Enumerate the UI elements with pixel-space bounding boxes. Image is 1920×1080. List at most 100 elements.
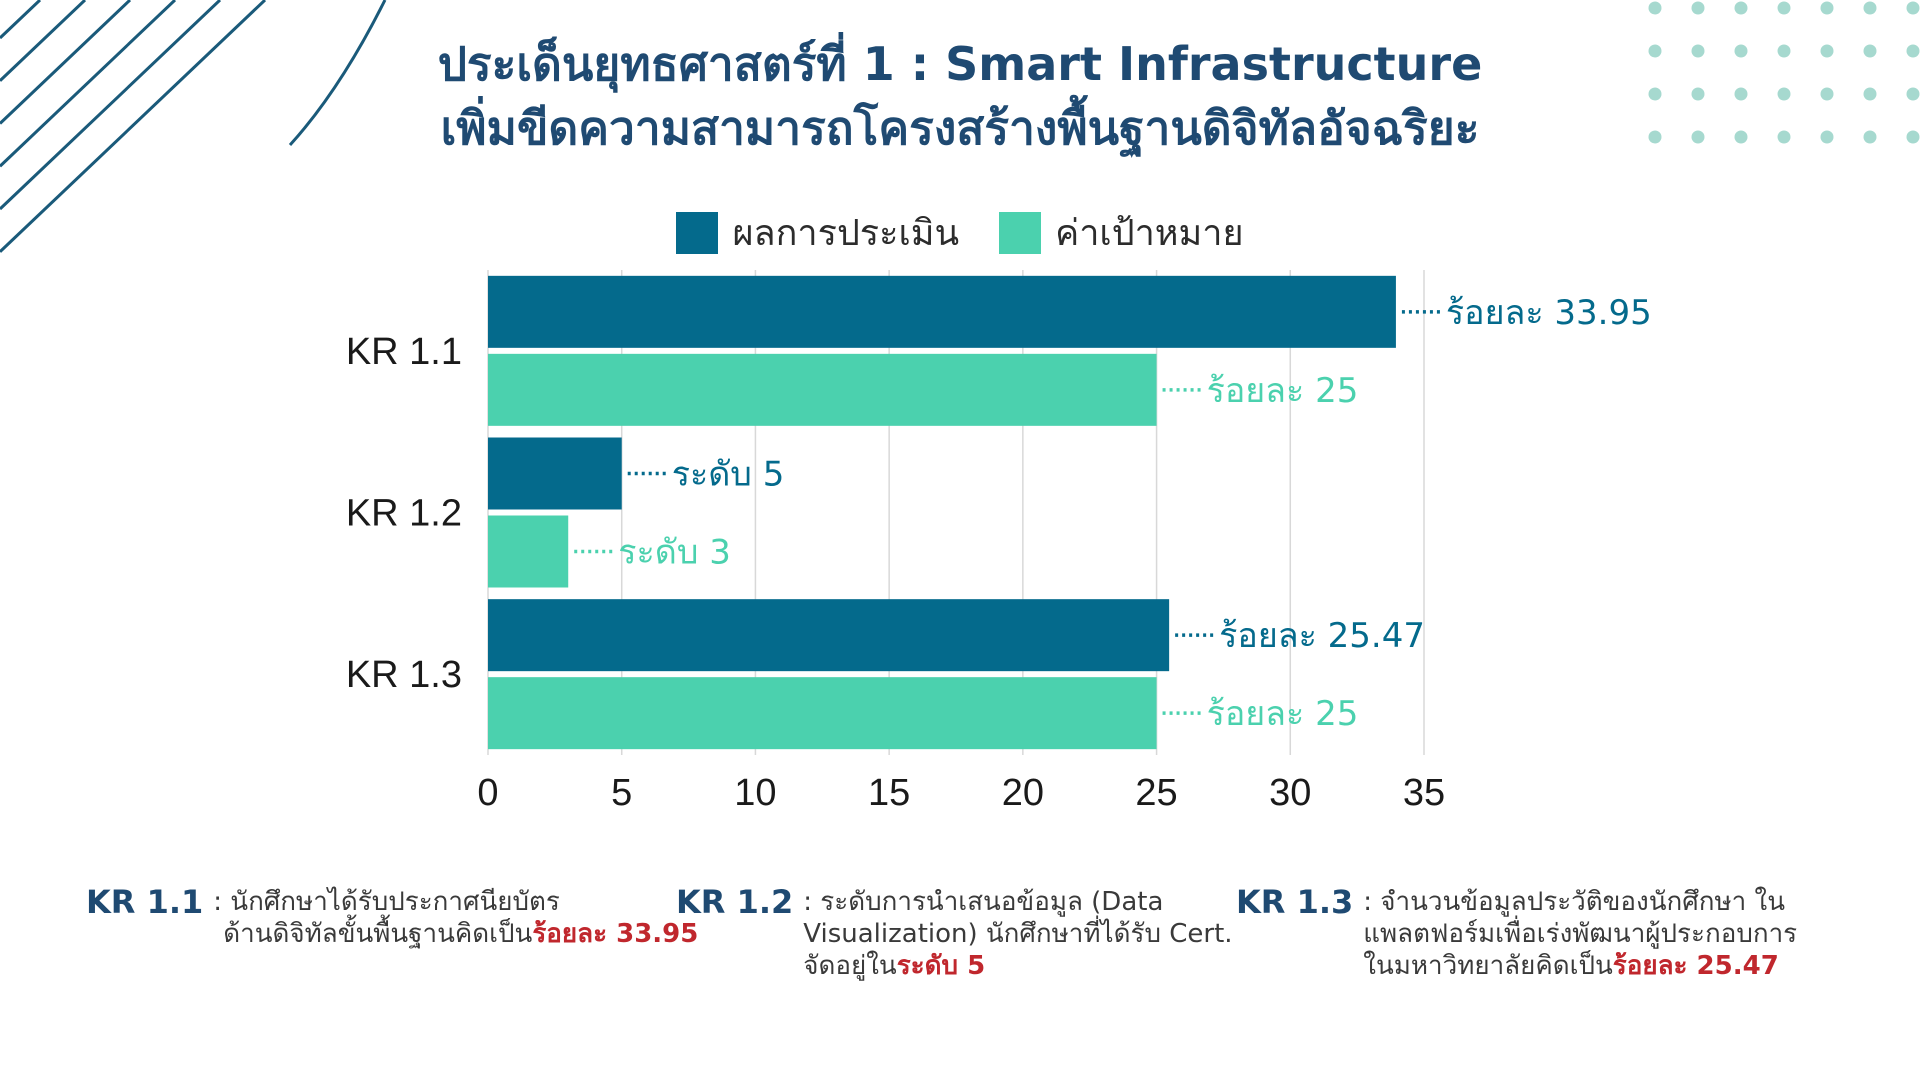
decorative-arc — [288, 0, 387, 147]
footnote-line: : จำนวนข้อมูลประวัติของนักศึกษา ใน — [1363, 887, 1785, 917]
footnote-line: จัดอยู่ในระดับ 5 — [803, 950, 1232, 982]
footnote-kr-label: KR 1.3 — [1236, 883, 1354, 921]
decorative-dot — [1648, 87, 1662, 101]
legend-item-target: ค่าเป้าหมาย — [999, 204, 1244, 261]
legend-swatch-target — [999, 211, 1042, 254]
decorative-dot — [1777, 1, 1791, 15]
legend-swatch-result — [676, 211, 719, 254]
footnote-kr-1-1: KR 1.1 : นักศึกษาได้รับประกาศนียบัตร ด้า… — [86, 880, 698, 950]
footnote-line: Visualization) นักศึกษาที่ได้รับ Cert. — [803, 919, 1233, 949]
decorative-dot — [1734, 44, 1748, 58]
decorative-stripe — [0, 0, 267, 253]
legend-item-result: ผลการประเมิน — [676, 204, 959, 261]
footnote-kr-1-3: KR 1.3 : จำนวนข้อมูลประวัติของนักศึกษา ใ… — [1236, 880, 1797, 982]
decorative-dot — [1648, 1, 1662, 15]
decorative-dot — [1906, 1, 1920, 15]
x-tick-labels: 0 5 10 15 20 25 30 35 — [477, 772, 1445, 814]
x-tick-label: 35 — [1403, 772, 1445, 814]
category-label: KR 1.1 — [346, 331, 462, 373]
footnote-line: ในมหาวิทยาลัยคิดเป็นร้อยละ 25.47 — [1363, 950, 1797, 982]
decorative-stripes — [0, 0, 267, 253]
decorative-dot — [1863, 1, 1877, 15]
x-tick-label: 25 — [1135, 772, 1177, 814]
data-label: ระดับ 3 — [618, 533, 731, 573]
decorative-dot — [1820, 87, 1834, 101]
decorative-dot — [1906, 87, 1920, 101]
bars — [488, 275, 1396, 750]
decorative-dot — [1648, 44, 1662, 58]
decorative-dot — [1863, 130, 1877, 144]
decorative-dot — [1863, 44, 1877, 58]
decorative-dot — [1906, 44, 1920, 58]
decorative-dot — [1820, 44, 1834, 58]
footnote-kr-label: KR 1.2 — [676, 883, 794, 921]
decorative-stripe — [0, 0, 177, 168]
footnote-text: : ระดับการนำเสนอข้อมูล (Data Visualizati… — [803, 880, 1232, 982]
data-labels: ร้อยละ 33.95 ร้อยละ 25 ระดับ 5 ระดับ 3 ร้อยล… — [574, 293, 1652, 734]
bar — [488, 275, 1396, 348]
decorative-dot — [1820, 130, 1834, 144]
bar — [488, 437, 622, 510]
decorative-dot — [1691, 44, 1705, 58]
legend-label-target: ค่าเป้าหมาย — [1055, 213, 1244, 254]
decorative-dot — [1648, 130, 1662, 144]
footnote-line: : ระดับการนำเสนอข้อมูล (Data — [803, 887, 1164, 917]
decorative-dot — [1777, 87, 1791, 101]
legend: ผลการประเมิน ค่าเป้าหมาย — [0, 204, 1920, 261]
data-label: ร้อยละ 33.95 — [1446, 293, 1652, 333]
x-tick-label: 20 — [1002, 772, 1044, 814]
footnote-text-segment: ในมหาวิทยาลัยคิดเป็น — [1363, 951, 1613, 981]
category-label: KR 1.3 — [346, 654, 462, 696]
footnote-text-segment: จัดอยู่ใน — [803, 951, 897, 981]
footnote-text-segment: ด้านดิจิทัลขั้นพื้นฐานคิดเป็น — [223, 919, 533, 949]
data-label: ร้อยละ 25 — [1207, 371, 1359, 411]
decorative-dot — [1777, 130, 1791, 144]
decorative-stripe — [0, 0, 87, 82]
decorative-dot — [1777, 44, 1791, 58]
footnote-line: แพลตฟอร์มเพื่อเร่งพัฒนาผู้ประกอบการ — [1363, 919, 1798, 949]
decorative-dot — [1691, 130, 1705, 144]
data-label: ร้อยละ 25.47 — [1219, 616, 1425, 656]
footnote-kr-1-2: KR 1.2 : ระดับการนำเสนอข้อมูล (Data Visu… — [676, 880, 1233, 982]
x-tick-label: 30 — [1269, 772, 1311, 814]
category-labels: KR 1.1 KR 1.2 KR 1.3 — [346, 331, 462, 696]
category-label: KR 1.2 — [346, 493, 462, 535]
footnote-line: : นักศึกษาได้รับประกาศนียบัตร — [213, 887, 560, 917]
footnote-text: : นักศึกษาได้รับประกาศนียบัตร ด้านดิจิทั… — [213, 880, 698, 950]
decorative-stripe — [0, 0, 42, 40]
data-label: ระดับ 5 — [672, 455, 785, 495]
decorative-stripe — [0, 0, 222, 211]
x-tick-label: 15 — [868, 772, 910, 814]
footnote-line: ด้านดิจิทัลขั้นพื้นฐานคิดเป็นร้อยละ 33.9… — [213, 918, 698, 950]
decorative-dot — [1734, 130, 1748, 144]
decorative-dot-grid — [1648, 1, 1920, 144]
decorative-dot — [1691, 1, 1705, 15]
footnote-kr-label: KR 1.1 — [86, 883, 204, 921]
decorative-dot — [1734, 1, 1748, 15]
data-label: ร้อยละ 25 — [1207, 694, 1359, 734]
chart-title-line-2: เพิ่มขีดความสามารถโครงสร้างพื้นฐานดิจิทั… — [440, 101, 1480, 155]
decorative-dot — [1691, 87, 1705, 101]
chart-title-line-1: ประเด็นยุทธศาสตร์ที่ 1 : Smart Infrastru… — [437, 37, 1483, 91]
grid-lines — [487, 270, 1425, 755]
decorative-dot — [1820, 1, 1834, 15]
bar-chart: KR 1.1 KR 1.2 KR 1.3 0 5 10 15 20 25 30 35 ร้อยละ… — [346, 270, 1652, 814]
bar — [488, 599, 1170, 672]
x-tick-label: 0 — [477, 772, 498, 814]
x-tick-label: 5 — [611, 772, 632, 814]
bar — [488, 677, 1157, 750]
decorative-dot — [1734, 87, 1748, 101]
decorative-dot — [1906, 130, 1920, 144]
bar — [488, 353, 1157, 426]
decorative-dot — [1863, 87, 1877, 101]
footnote-highlight: ร้อยละ 33.95 — [532, 919, 699, 949]
footnote-text: : จำนวนข้อมูลประวัติของนักศึกษา ใน แพลตฟ… — [1363, 880, 1797, 982]
decorative-stripe — [0, 0, 132, 125]
footnotes: KR 1.1 : นักศึกษาได้รับประกาศนียบัตร ด้า… — [0, 880, 1920, 1020]
bar — [488, 515, 569, 588]
footnote-highlight: ระดับ 5 — [896, 951, 986, 981]
x-tick-label: 10 — [734, 772, 776, 814]
legend-label-result: ผลการประเมิน — [732, 213, 960, 254]
footnote-highlight: ร้อยละ 25.47 — [1612, 951, 1779, 981]
